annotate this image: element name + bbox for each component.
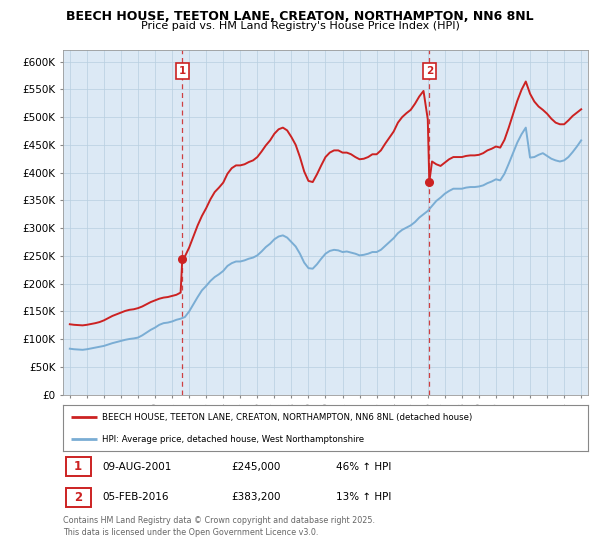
FancyBboxPatch shape xyxy=(65,488,91,506)
Text: Price paid vs. HM Land Registry's House Price Index (HPI): Price paid vs. HM Land Registry's House … xyxy=(140,21,460,31)
Text: 46% ↑ HPI: 46% ↑ HPI xyxy=(336,461,391,472)
Text: £245,000: £245,000 xyxy=(231,461,280,472)
Text: 1: 1 xyxy=(179,66,186,76)
Text: HPI: Average price, detached house, West Northamptonshire: HPI: Average price, detached house, West… xyxy=(103,435,365,444)
Text: 1: 1 xyxy=(74,460,82,473)
Text: BEECH HOUSE, TEETON LANE, CREATON, NORTHAMPTON, NN6 8NL: BEECH HOUSE, TEETON LANE, CREATON, NORTH… xyxy=(66,10,534,23)
Text: BEECH HOUSE, TEETON LANE, CREATON, NORTHAMPTON, NN6 8NL (detached house): BEECH HOUSE, TEETON LANE, CREATON, NORTH… xyxy=(103,413,473,422)
Text: 2: 2 xyxy=(425,66,433,76)
Text: 13% ↑ HPI: 13% ↑ HPI xyxy=(336,492,391,502)
Text: 05-FEB-2016: 05-FEB-2016 xyxy=(103,492,169,502)
Text: £383,200: £383,200 xyxy=(231,492,281,502)
Text: Contains HM Land Registry data © Crown copyright and database right 2025.
This d: Contains HM Land Registry data © Crown c… xyxy=(63,516,375,537)
FancyBboxPatch shape xyxy=(65,457,91,476)
Text: 2: 2 xyxy=(74,491,82,503)
Text: 09-AUG-2001: 09-AUG-2001 xyxy=(103,461,172,472)
